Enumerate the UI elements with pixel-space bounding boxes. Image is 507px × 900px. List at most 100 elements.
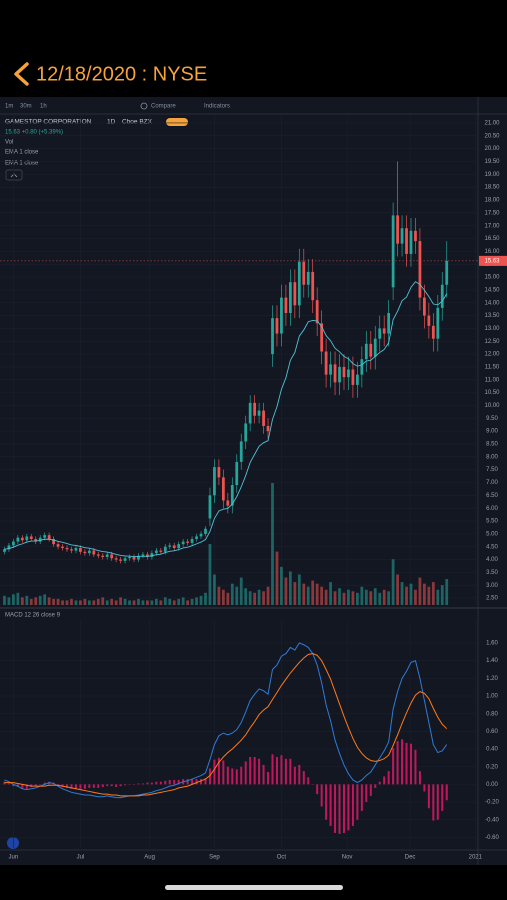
y-tick-label: 19.50 bbox=[484, 159, 500, 165]
histogram-bar bbox=[79, 784, 82, 789]
histogram-bar bbox=[258, 758, 261, 785]
volume-bar bbox=[38, 595, 42, 605]
volume-bar bbox=[306, 586, 310, 605]
histogram-bar bbox=[21, 784, 24, 789]
y-tick-label: 2.50 bbox=[486, 596, 498, 602]
histogram-bar bbox=[289, 758, 292, 785]
y-tick-label: 16.50 bbox=[484, 236, 500, 242]
candle-body bbox=[83, 551, 87, 554]
volume-bar bbox=[329, 582, 332, 605]
volume-bar bbox=[56, 598, 60, 605]
histogram-bar bbox=[146, 782, 149, 785]
interval-button[interactable]: 1h bbox=[40, 104, 47, 110]
chart-background bbox=[0, 97, 507, 865]
histogram-bar bbox=[293, 766, 296, 785]
volume-bar bbox=[195, 597, 198, 605]
x-tick-label: Sep bbox=[209, 855, 220, 861]
candle-body bbox=[244, 423, 248, 442]
histogram-bar bbox=[356, 784, 359, 820]
candle-body bbox=[146, 554, 149, 557]
volume-bar bbox=[128, 600, 131, 605]
candle-body bbox=[324, 351, 328, 375]
volume-bar bbox=[333, 591, 337, 605]
volume-bar bbox=[320, 586, 324, 605]
candle-body bbox=[280, 297, 283, 334]
candle-body bbox=[105, 554, 109, 557]
volume-bar bbox=[351, 591, 355, 605]
y-tick-label: 13.00 bbox=[484, 326, 500, 332]
volume-bar bbox=[7, 597, 11, 605]
candle-body bbox=[320, 323, 324, 352]
histogram-bar bbox=[3, 781, 6, 785]
interval-button[interactable]: 30m bbox=[20, 104, 32, 110]
y-tick-label: 12.00 bbox=[484, 352, 500, 358]
candle-body bbox=[239, 441, 243, 462]
volume-bar bbox=[74, 600, 78, 605]
collapse-icon bbox=[10, 173, 18, 178]
y-tick-label: 12.50 bbox=[484, 339, 500, 345]
y-tick-label: 9.50 bbox=[486, 416, 498, 422]
volume-bar bbox=[204, 592, 207, 605]
histogram-bar bbox=[106, 784, 109, 787]
candle-body bbox=[87, 550, 91, 554]
y-tick-label: 7.50 bbox=[486, 467, 498, 473]
histogram-bar bbox=[262, 764, 265, 785]
volume-bar bbox=[168, 598, 172, 605]
x-tick-label: 2021 bbox=[469, 855, 483, 861]
volume-bar bbox=[47, 597, 51, 605]
histogram-bar bbox=[34, 784, 37, 787]
histogram-bar bbox=[338, 784, 341, 834]
y-tick-label: 6.50 bbox=[486, 493, 498, 499]
volume-bar bbox=[266, 586, 270, 605]
x-tick-label: Jul bbox=[77, 855, 85, 861]
volume-bar bbox=[355, 592, 359, 605]
bottom-bar bbox=[0, 865, 507, 900]
candle-body bbox=[186, 541, 190, 543]
candle-body bbox=[132, 556, 136, 560]
interval: 1D bbox=[107, 119, 116, 126]
candle-body bbox=[306, 271, 310, 285]
y-tick-label: 7.00 bbox=[486, 480, 498, 486]
candle-body bbox=[253, 402, 257, 416]
back-button[interactable] bbox=[14, 62, 29, 86]
histogram-bar bbox=[159, 781, 162, 785]
volume-bar bbox=[186, 600, 190, 605]
top-bar bbox=[0, 0, 507, 97]
candle-body bbox=[364, 343, 368, 360]
candle-body bbox=[190, 538, 194, 543]
volume-bar bbox=[226, 592, 230, 605]
candle-body bbox=[338, 366, 341, 383]
volume-bar bbox=[190, 598, 194, 605]
candle-body bbox=[7, 545, 11, 550]
volume-bar bbox=[123, 598, 127, 605]
candle-body bbox=[414, 230, 417, 242]
candle-body bbox=[288, 282, 292, 314]
volume-bar bbox=[297, 574, 301, 605]
interval-button[interactable]: 1m bbox=[5, 104, 13, 110]
candle-body bbox=[418, 241, 422, 298]
candle-body bbox=[79, 547, 82, 552]
collapse-legend[interactable] bbox=[5, 169, 23, 181]
histogram-bar bbox=[200, 779, 203, 785]
volume-bar bbox=[382, 589, 386, 605]
candle-body bbox=[159, 550, 163, 552]
y-tick-label: 10.00 bbox=[484, 403, 500, 409]
compare-button[interactable]: Compare bbox=[151, 104, 176, 110]
y-tick-label: 15.00 bbox=[484, 275, 500, 281]
volume-bar bbox=[34, 597, 38, 605]
candle-body bbox=[163, 546, 167, 552]
volume-bar bbox=[25, 595, 29, 605]
histogram-bar bbox=[392, 748, 395, 785]
y-tick-label: 8.00 bbox=[486, 454, 498, 460]
y-tick-label: -0.40 bbox=[485, 817, 499, 823]
y-tick-label: 6.00 bbox=[486, 506, 498, 512]
indicators-button[interactable]: Indicators bbox=[204, 104, 230, 110]
volume-bar bbox=[387, 591, 391, 605]
volume-bar bbox=[110, 598, 114, 605]
histogram-bar bbox=[231, 768, 234, 785]
legend-item: Vol bbox=[5, 140, 13, 146]
volume-bar bbox=[172, 600, 176, 605]
y-tick-label: 1.60 bbox=[486, 641, 498, 647]
macd-line bbox=[4, 653, 448, 797]
candle-body bbox=[257, 410, 261, 416]
